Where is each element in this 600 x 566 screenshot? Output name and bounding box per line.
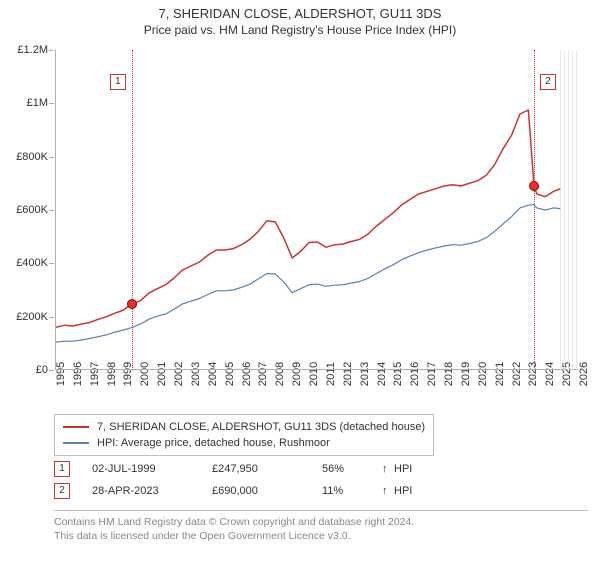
chart-subtitle: Price paid vs. HM Land Registry's House … — [0, 23, 600, 37]
plot-area-wrap: £0£200K£400K£600K£800K£1M£1.2M 199519961… — [55, 50, 578, 370]
sale-hpi-label: HPI — [394, 463, 424, 475]
series-line — [56, 205, 560, 342]
y-tick-label: £1M — [27, 97, 48, 109]
sales-table: 1 02-JUL-1999 £247,950 56% ↑ HPI 2 28-AP… — [54, 458, 424, 502]
footer-line: Contains HM Land Registry data © Crown c… — [54, 515, 588, 529]
arrow-up-icon: ↑ — [382, 485, 394, 497]
chart-title: 7, SHERIDAN CLOSE, ALDERSHOT, GU11 3DS — [0, 6, 600, 21]
sale-date: 02-JUL-1999 — [92, 463, 212, 475]
y-tick-label: £200K — [16, 311, 48, 323]
x-tick-label: 2026 — [578, 362, 590, 386]
sale-price: £690,000 — [212, 485, 322, 497]
y-tick-label: £1.2M — [17, 44, 48, 56]
sale-diff: 11% — [322, 485, 382, 497]
sale-point-marker — [529, 181, 539, 191]
legend-label: 7, SHERIDAN CLOSE, ALDERSHOT, GU11 3DS (… — [97, 421, 425, 433]
legend-item: HPI: Average price, detached house, Rush… — [63, 435, 425, 451]
footer-line: This data is licensed under the Open Gov… — [54, 529, 588, 543]
sale-index-box: 2 — [54, 483, 70, 499]
legend-swatch — [63, 442, 89, 444]
table-row: 2 28-APR-2023 £690,000 11% ↑ HPI — [54, 480, 424, 502]
series-line — [56, 110, 560, 327]
table-row: 1 02-JUL-1999 £247,950 56% ↑ HPI — [54, 458, 424, 480]
sale-price: £247,950 — [212, 463, 322, 475]
y-tick-label: £0 — [36, 364, 48, 376]
plot-area: 12 — [55, 50, 578, 370]
legend-item: 7, SHERIDAN CLOSE, ALDERSHOT, GU11 3DS (… — [63, 419, 425, 435]
sale-date: 28-APR-2023 — [92, 485, 212, 497]
sale-index-box: 1 — [54, 461, 70, 477]
sale-point-marker — [127, 299, 137, 309]
arrow-up-icon: ↑ — [382, 463, 394, 475]
footer-attribution: Contains HM Land Registry data © Crown c… — [54, 510, 588, 543]
legend-label: HPI: Average price, detached house, Rush… — [97, 437, 330, 449]
y-tick-label: £600K — [16, 204, 48, 216]
legend-swatch — [63, 426, 89, 428]
y-tick-label: £400K — [16, 257, 48, 269]
series-lines — [56, 50, 579, 370]
sale-hpi-label: HPI — [394, 485, 424, 497]
sale-diff: 56% — [322, 463, 382, 475]
legend-box: 7, SHERIDAN CLOSE, ALDERSHOT, GU11 3DS (… — [54, 414, 434, 456]
y-tick-label: £800K — [16, 151, 48, 163]
